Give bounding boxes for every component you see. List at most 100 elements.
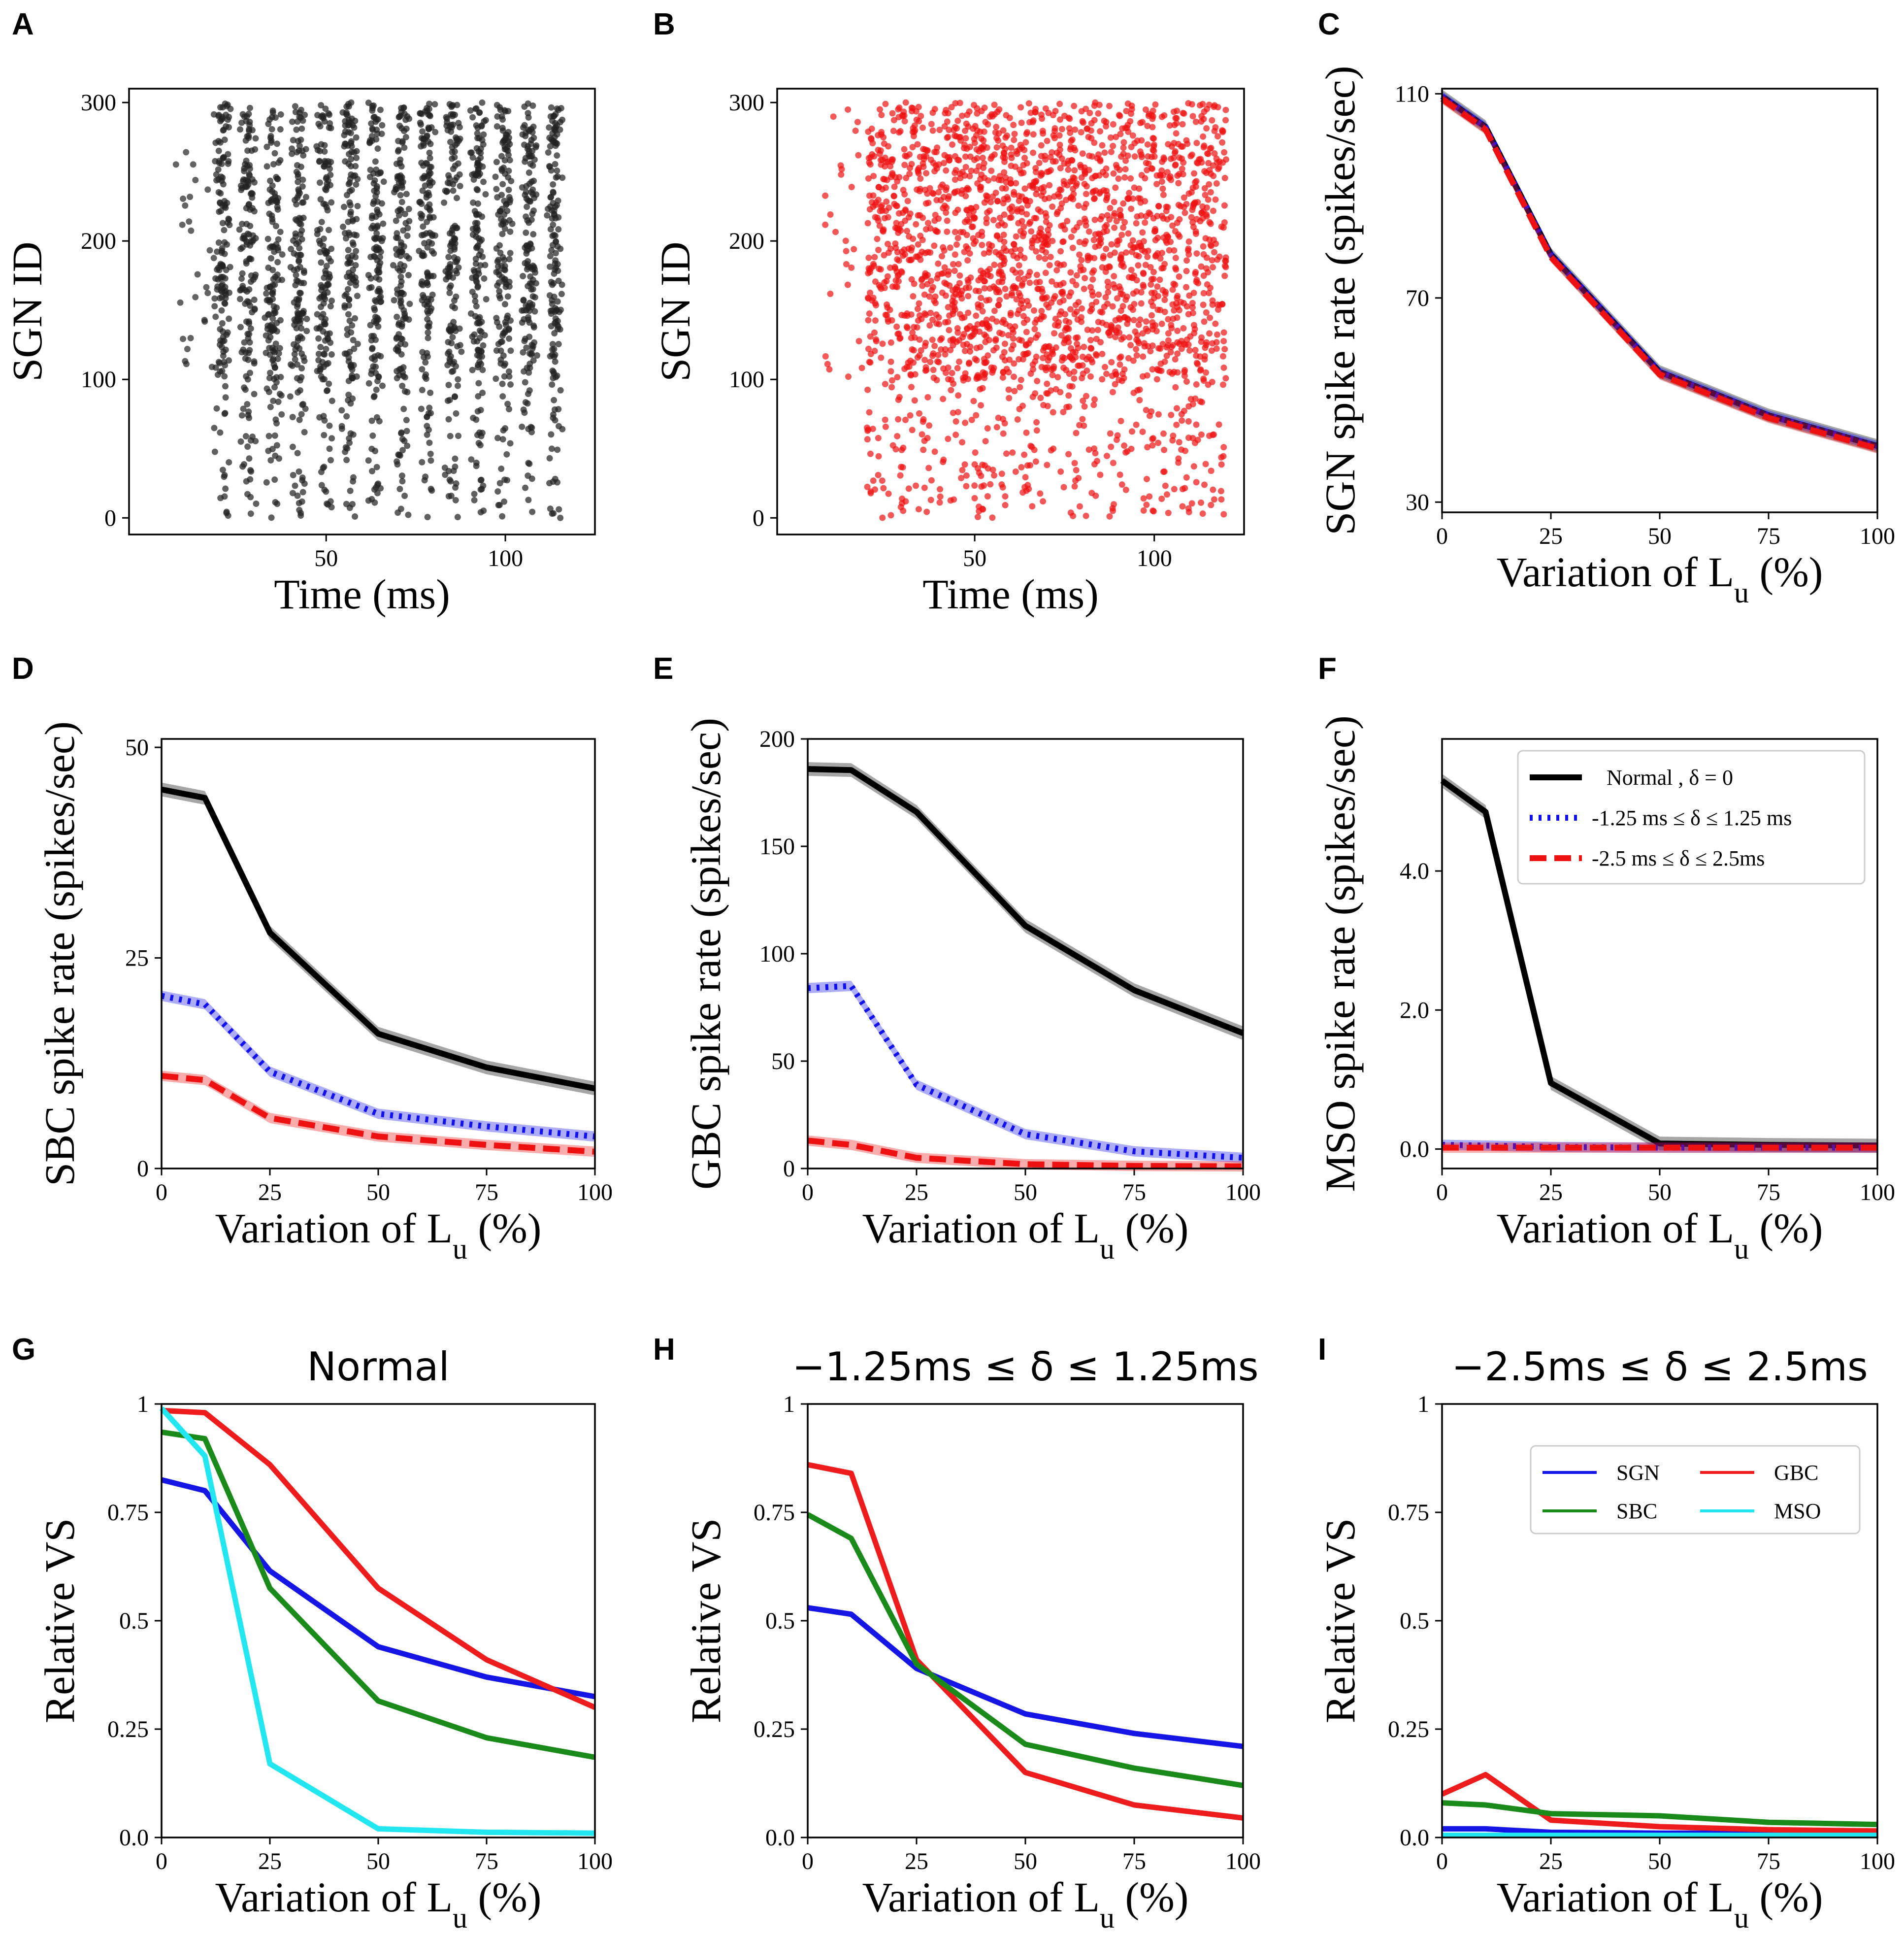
spike-dot [204, 290, 211, 297]
spike-dot [506, 326, 513, 333]
spike-dot [955, 261, 962, 267]
spike-dot [1099, 351, 1106, 358]
spike-dot [421, 240, 428, 247]
spike-dot [275, 350, 282, 357]
spike-dot [548, 445, 555, 452]
spike-dot [317, 344, 324, 351]
spike-dot [1111, 273, 1117, 280]
x-tick-label: 50 [1014, 1179, 1037, 1205]
spike-dot [525, 148, 532, 155]
spike-dot [495, 340, 502, 347]
spike-dot [1107, 134, 1114, 141]
spike-dot [526, 319, 533, 326]
spike-dot [1051, 330, 1058, 337]
spike-dot [1123, 249, 1130, 256]
spike-dot [1056, 299, 1063, 305]
spike-dot [1026, 279, 1033, 286]
spike-dot [928, 121, 935, 128]
spike-dot [844, 281, 851, 288]
spike-dot [1111, 224, 1118, 231]
spike-dot [398, 472, 405, 479]
spike-dot [854, 119, 861, 126]
spike-dot [367, 167, 374, 173]
spike-dot [342, 444, 349, 451]
spike-dot [973, 412, 980, 419]
spike-dot [473, 186, 480, 193]
spike-dot [1183, 474, 1190, 481]
spike-dot [1213, 345, 1220, 352]
spike-dot [1091, 216, 1098, 223]
spike-dot [303, 194, 310, 200]
spike-dot [1076, 503, 1083, 510]
spike-dot [1221, 346, 1228, 353]
spike-dot [354, 340, 361, 347]
spike-dot [372, 213, 379, 220]
spike-dot [352, 262, 359, 268]
spike-dot [1195, 280, 1202, 287]
spike-dot [1210, 486, 1216, 493]
spike-dot [895, 210, 902, 217]
spike-dot [474, 364, 481, 370]
spike-dot [1017, 246, 1024, 253]
spike-dot [1113, 218, 1120, 225]
spike-dot [527, 264, 534, 271]
spike-dot [875, 453, 882, 460]
spike-dot [987, 273, 994, 280]
spike-dot [1194, 199, 1201, 206]
spike-dot [998, 177, 1005, 184]
spike-dot [919, 282, 926, 289]
spike-dot [952, 153, 958, 160]
y-tick-label: 0.25 [754, 1716, 795, 1742]
legend-label: Normal , δ = 0 [1607, 766, 1733, 790]
spike-dot [242, 176, 249, 183]
spike-dots [822, 99, 1230, 521]
spike-dot [868, 265, 875, 271]
spike-dot [420, 292, 427, 299]
spike-dot [1207, 189, 1214, 196]
spike-dot [913, 221, 919, 228]
spike-dot [492, 173, 499, 180]
spike-dot [474, 160, 481, 167]
spike-dot [929, 336, 936, 343]
spike-dot [991, 307, 998, 314]
spike-dot [1172, 384, 1179, 391]
spike-dot [1157, 255, 1164, 262]
spike-dot [968, 167, 975, 174]
spike-dot [919, 248, 925, 255]
spike-dot [1091, 445, 1098, 452]
spike-dot [321, 163, 328, 170]
spike-dot [346, 188, 353, 195]
spike-dot [374, 145, 381, 152]
y-tick-label: 200 [81, 228, 116, 254]
spike-dot [269, 182, 276, 189]
spike-dot [936, 499, 943, 506]
spike-dot [1011, 373, 1018, 380]
spike-dot [287, 264, 294, 270]
spike-dot [401, 210, 408, 217]
spike-dot [1049, 203, 1056, 210]
spike-dot [396, 452, 403, 459]
spike-dot [1030, 117, 1037, 124]
spike-dot [1110, 281, 1117, 288]
spike-dot [375, 323, 382, 330]
spike-dot [240, 405, 247, 412]
spike-dot [1149, 507, 1156, 514]
spike-dot [1154, 213, 1161, 220]
spike-dot [954, 117, 961, 124]
spike-dot [890, 128, 897, 134]
spike-dot [354, 293, 361, 300]
spike-dot [944, 118, 951, 125]
spike-dot [1093, 458, 1100, 465]
spike-dot [1140, 353, 1147, 360]
spike-dot [855, 337, 862, 344]
spike-dot [223, 508, 230, 515]
spike-dot [266, 116, 273, 123]
spike-dot [922, 226, 929, 233]
spike-dot [442, 187, 449, 194]
spike-dot [393, 184, 399, 191]
spike-dot [1153, 181, 1160, 188]
spike-dot [1016, 307, 1022, 314]
spike-dot [879, 156, 886, 163]
spike-dot [906, 170, 913, 177]
spike-dot [1033, 248, 1040, 255]
